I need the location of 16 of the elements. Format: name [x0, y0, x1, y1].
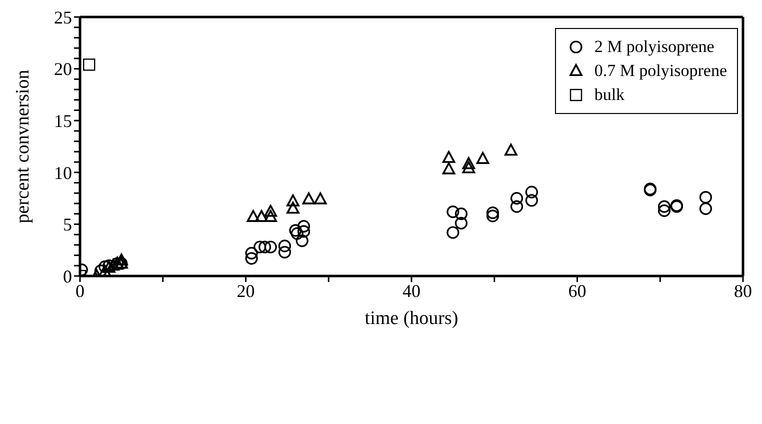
- legend-label: 0.7 M polyisoprene: [594, 61, 727, 81]
- y-tick-label: 20: [54, 59, 72, 80]
- x-tick-label: 40: [402, 280, 420, 301]
- y-axis-title: percent convnersion: [12, 69, 34, 224]
- y-tick-label: 10: [54, 162, 72, 183]
- x-tick-label: 60: [568, 280, 586, 301]
- x-tick-label: 80: [734, 280, 752, 301]
- y-tick-label: 0: [63, 266, 72, 286]
- x-tick-label: 20: [236, 280, 255, 301]
- legend-label: 2 M polyisoprene: [594, 37, 714, 57]
- y-tick-label: 5: [63, 214, 72, 235]
- x-axis-title: time (hours): [364, 308, 458, 329]
- y-tick-label: 25: [54, 7, 72, 28]
- legend-label: bulk: [594, 85, 625, 105]
- x-tick-label: 0: [76, 280, 84, 301]
- y-tick-label: 15: [54, 110, 72, 131]
